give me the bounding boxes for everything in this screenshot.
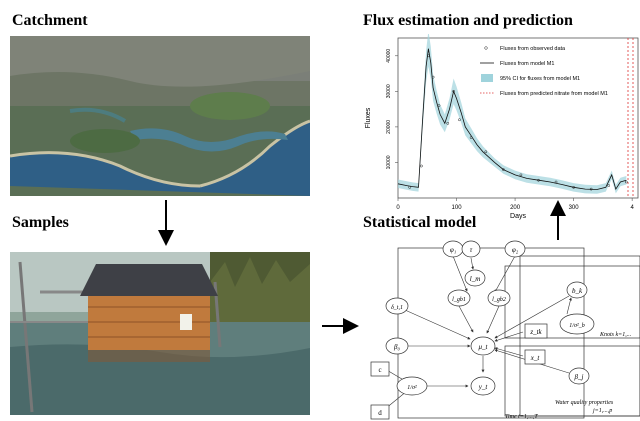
observed-point [624, 180, 628, 184]
node-phi2 [504, 240, 526, 258]
observed-point [537, 178, 540, 182]
label-lgb1: l_gb1 [452, 297, 466, 303]
observed-point [437, 104, 441, 107]
plate-time-label: Time t=1,...,T [505, 414, 538, 420]
y-tick-label: 40000 [386, 49, 392, 63]
label-beta-j: β_j [574, 373, 584, 381]
catchment-aerial-photo [10, 36, 310, 196]
observed-point [458, 118, 461, 122]
node-beta0 [385, 337, 409, 355]
node-tau [461, 240, 481, 258]
model-heading: Statistical model [363, 214, 477, 231]
node-delta [385, 297, 409, 315]
node-beta-j [568, 367, 590, 385]
x-tick-label: 200 [510, 205, 521, 211]
node-c [370, 361, 390, 377]
node-mu [470, 336, 496, 356]
ci-band [398, 34, 627, 194]
node-x [524, 349, 546, 365]
chart-legend: Fluxes from observed data Fluxes from mod… [480, 46, 608, 97]
plate-water-label: Water quality properties [555, 400, 614, 406]
node-d [370, 404, 390, 420]
samples-heading: Samples [12, 214, 69, 231]
label-lgb2: l_gb2 [492, 297, 506, 303]
node-sigma-b [559, 313, 595, 335]
label-d: d [378, 409, 382, 417]
label-y: y_t [478, 383, 489, 391]
observed-point [446, 121, 450, 125]
node-sigma [396, 376, 428, 396]
node-y [470, 376, 496, 396]
observed-point [420, 164, 423, 168]
observed-point [408, 185, 412, 189]
y-tick-label: 10000 [386, 155, 392, 169]
label-sigma: 1/σ² [407, 385, 417, 391]
legend-label: Fluxes from model M1 [500, 61, 554, 67]
label-tau: τ [470, 246, 473, 254]
chart-xlabel: Days [510, 213, 526, 220]
observed-point [469, 136, 473, 139]
label-b: b_k [572, 287, 583, 295]
x-tick-label: 100 [452, 205, 463, 211]
y-tick-label: 20000 [386, 120, 392, 134]
observed-point [452, 89, 455, 93]
observed-point [519, 173, 523, 177]
node-z [524, 323, 548, 339]
legend-label: 95% CI for fluxes from model M1 [500, 76, 580, 82]
observed-point [427, 54, 430, 58]
observed-point [502, 168, 505, 171]
samples-photo [10, 252, 310, 415]
legend-label: Fluxes from observed data [500, 46, 566, 52]
chart-plot-area [397, 37, 639, 199]
catchment-heading: Catchment [12, 12, 88, 29]
node-lgb1 [447, 289, 471, 307]
observed-point [589, 187, 593, 191]
label-c: c [378, 366, 381, 374]
label-z: z_tk [529, 328, 542, 336]
legend-label: Fluxes from predicted nitrate from model… [500, 91, 608, 97]
plate-knots-label: Knots k=1,... [599, 332, 631, 338]
label-mu: μ_t [479, 343, 489, 351]
legend-symbol-observed [484, 46, 488, 50]
observed-point [607, 184, 611, 187]
label-lm: l_m [470, 275, 481, 283]
observed-point [572, 185, 575, 189]
statistical-model-diagram: φ₁ τ φ₂ l_m l_gb1 l_gb2 δ_t,1 β₀ μ_t z_t… [370, 240, 640, 420]
observed-point [484, 150, 488, 154]
label-phi1: φ₁ [450, 246, 456, 254]
y-tick-label: 30000 [386, 84, 392, 98]
legend-symbol-ci [481, 74, 493, 82]
plate-water-index: j=1,...,p [592, 408, 612, 414]
node-lm [464, 269, 486, 287]
label-sigma-b: 1/σ²_b [569, 323, 584, 329]
node-b [566, 281, 588, 299]
x-tick-label: 4 [630, 205, 634, 211]
flux-chart: 0 100 200 300 4 10000 20000 30000 40000 Days Flu… [365, 34, 639, 220]
model-line [397, 48, 627, 191]
flux-heading: Flux estimation and prediction [363, 12, 573, 29]
label-phi2: φ₂ [512, 246, 519, 254]
observed-point [431, 75, 435, 79]
label-x: x_t [530, 354, 541, 362]
x-tick-label: 0 [396, 205, 400, 211]
label-delta: δ_t,1 [391, 305, 403, 311]
label-beta0: β₀ [393, 343, 400, 351]
node-lgb2 [487, 289, 511, 307]
plate-inner [519, 255, 640, 417]
x-tick-label: 300 [569, 205, 580, 211]
chart-ylabel: Fluxes [365, 107, 372, 128]
observed-point [554, 180, 558, 184]
